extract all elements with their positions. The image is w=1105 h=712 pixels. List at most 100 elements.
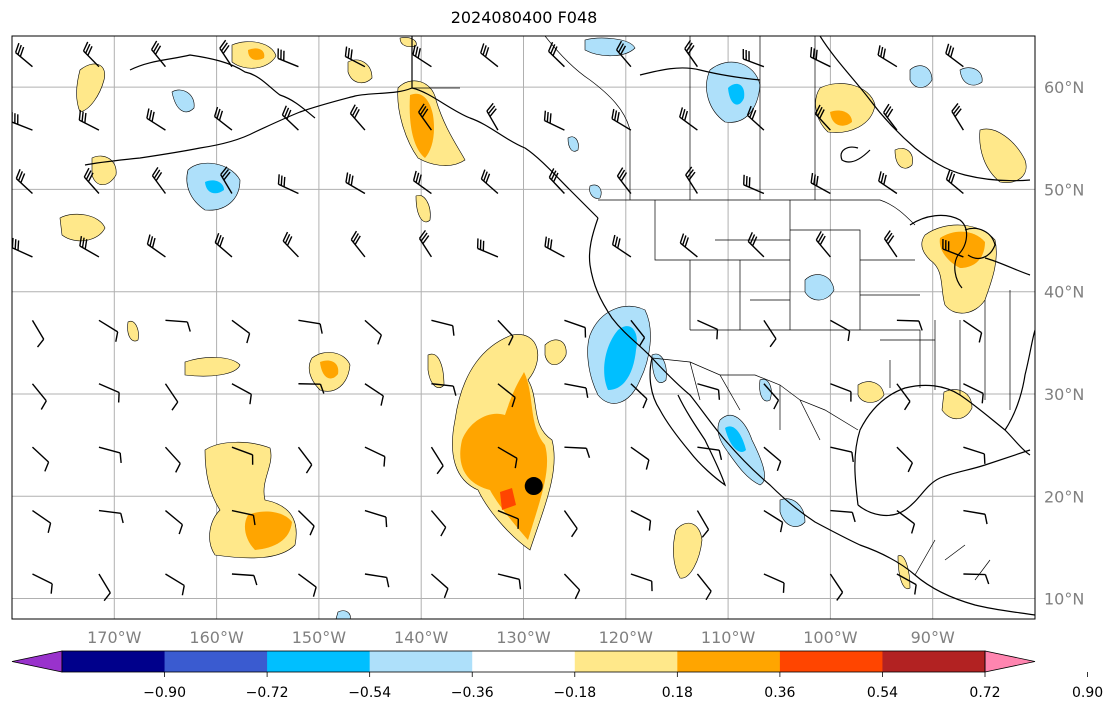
north-america-west-coast — [588, 217, 1035, 616]
wind-barb — [298, 573, 317, 597]
wind-barb — [151, 40, 166, 68]
latitude-label: 40°N — [1044, 283, 1084, 302]
wind-barb — [696, 510, 710, 538]
wind-barb — [277, 48, 299, 68]
wind-barb — [630, 573, 653, 592]
wind-barb — [616, 167, 632, 194]
wind-barb — [364, 383, 384, 406]
wind-barb — [364, 509, 388, 528]
wind-barb — [83, 167, 100, 194]
wind-barb — [547, 41, 565, 68]
anomaly-region — [959, 67, 983, 86]
anomaly-region — [205, 180, 224, 194]
wind-barb — [696, 573, 712, 601]
wind-barb — [497, 446, 518, 469]
canada-province-borders — [412, 36, 816, 200]
colorbar-tick-label: −0.36 — [451, 685, 494, 701]
wind-barb — [231, 509, 256, 526]
anomaly-region — [909, 65, 933, 88]
anomaly-region — [979, 128, 1027, 183]
wind-barb — [564, 319, 587, 338]
wind-barb — [564, 383, 589, 398]
alaska-north-coast — [129, 54, 316, 119]
wind-barb — [763, 383, 780, 410]
storm-center-marker — [524, 477, 543, 496]
wind-barb — [98, 446, 122, 463]
anomaly-region — [320, 360, 339, 379]
wind-barb — [31, 319, 45, 348]
gulf-of-mexico-coast — [854, 384, 1031, 517]
anomaly-region — [415, 194, 431, 223]
wind-barb — [697, 383, 721, 400]
wind-barb — [548, 168, 565, 194]
map-panel — [11, 35, 1036, 620]
anomaly-region — [248, 48, 265, 60]
colorbar-tick-label: 0.90 — [1072, 685, 1103, 701]
wind-barb — [497, 573, 522, 590]
wind-barb — [98, 509, 124, 524]
latitude-label: 20°N — [1044, 487, 1084, 506]
florida-atlantic-coast — [1004, 329, 1035, 431]
anomaly-region — [725, 426, 746, 452]
latitude-label: 50°N — [1044, 180, 1084, 199]
anomaly-region — [894, 148, 913, 169]
wind-barb — [364, 319, 383, 345]
wind-barb — [165, 510, 184, 535]
wind-barb — [15, 169, 33, 195]
wind-barb — [543, 110, 565, 131]
wind-barb — [747, 232, 765, 258]
colorbar-tick-label: −0.72 — [246, 685, 289, 701]
wind-barb — [630, 319, 646, 347]
wind-barb — [345, 172, 366, 195]
wind-barb — [697, 446, 723, 461]
wind-barb — [630, 509, 652, 531]
colorbar-segment — [267, 651, 371, 672]
wind-barb — [883, 230, 898, 258]
wind-barb — [878, 171, 898, 195]
wind-barb — [412, 44, 432, 68]
political-borders — [412, 36, 1011, 581]
colorbar-frame — [61, 650, 986, 673]
anomaly-region — [728, 83, 745, 105]
wind-barb — [476, 238, 499, 258]
map-title: 2024080400 F048 — [450, 8, 598, 27]
anomaly-region — [544, 339, 567, 366]
colorbar-tick-label: 0.54 — [867, 685, 898, 701]
wind-barb — [497, 509, 520, 529]
latitude-label: 30°N — [1044, 385, 1084, 404]
us-mexico-border — [651, 357, 859, 431]
wind-barb — [679, 107, 698, 131]
wind-barb — [78, 110, 100, 131]
wind-barb — [830, 446, 854, 463]
anomaly-region — [804, 274, 835, 301]
coastlines — [84, 36, 1035, 616]
anomaly-region — [941, 389, 973, 420]
great-lakes — [909, 214, 1031, 289]
us-canada-border — [598, 199, 916, 226]
wind-barb — [877, 45, 898, 68]
wind-barb — [763, 573, 785, 593]
wind-barb — [32, 510, 52, 533]
colorbar-tick-label: −0.90 — [143, 685, 186, 701]
anomaly-region — [127, 320, 139, 342]
wind-barb — [896, 510, 916, 534]
anomaly-region — [76, 63, 106, 113]
wind-barb — [563, 510, 578, 538]
wind-barb — [282, 231, 299, 258]
wind-barb — [685, 166, 699, 194]
anomaly-region — [673, 522, 703, 579]
anomaly-region — [604, 326, 637, 390]
colorbar-segment — [677, 651, 781, 672]
latitude-tick-labels: 10°N 20°N 30°N 40°N 50°N 60°N — [1044, 78, 1084, 608]
wind-barb — [231, 319, 251, 344]
wind-barb — [364, 446, 386, 467]
wind-barb — [151, 166, 167, 194]
colorbar-tick-label: 0.36 — [764, 685, 795, 701]
colorbar-segment — [369, 651, 473, 672]
wind-barb — [763, 446, 782, 472]
wind-barb — [297, 446, 313, 474]
wind-barb — [164, 446, 181, 473]
wind-barb — [431, 319, 455, 336]
wind-barb — [883, 103, 898, 131]
